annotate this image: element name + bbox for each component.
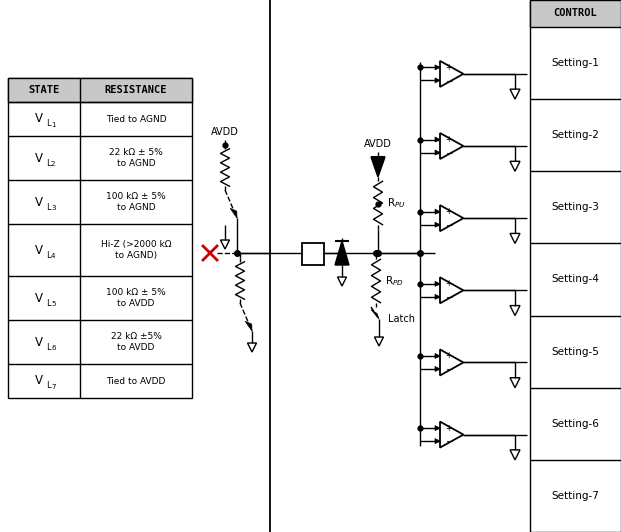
Text: Latch: Latch [388, 314, 415, 324]
Text: L: L [46, 251, 51, 260]
Polygon shape [245, 321, 252, 331]
Polygon shape [435, 353, 440, 359]
Text: Setting-2: Setting-2 [551, 130, 599, 140]
Text: Hi-Z (>2000 kΩ
to AGND): Hi-Z (>2000 kΩ to AGND) [101, 240, 171, 260]
Text: 4: 4 [51, 253, 55, 259]
Polygon shape [230, 209, 237, 218]
Text: 100 kΩ ± 5%
to AVDD: 100 kΩ ± 5% to AVDD [106, 288, 166, 307]
Text: −: − [445, 437, 453, 446]
Polygon shape [435, 209, 440, 214]
Text: 22 kΩ ±5%
to AVDD: 22 kΩ ±5% to AVDD [111, 332, 161, 352]
Text: L: L [46, 159, 51, 168]
Text: V: V [35, 112, 43, 126]
Text: −: − [445, 148, 453, 157]
Polygon shape [371, 310, 379, 319]
Bar [8, 78, 192, 102]
Text: V: V [35, 336, 43, 348]
Text: V: V [35, 375, 43, 387]
Text: −: − [445, 292, 453, 301]
Text: Setting-4: Setting-4 [551, 275, 599, 285]
Text: −: − [445, 364, 453, 373]
Text: L: L [46, 298, 51, 307]
Bar [530, 0, 621, 532]
Polygon shape [435, 222, 440, 227]
Text: +: + [445, 279, 451, 288]
Polygon shape [335, 241, 349, 265]
Text: R$_{PD}$: R$_{PD}$ [385, 274, 404, 288]
Text: Setting-3: Setting-3 [551, 202, 599, 212]
Text: −: − [445, 220, 453, 229]
Text: L: L [46, 120, 51, 129]
Bar [530, 0, 621, 27]
Text: +: + [445, 63, 451, 72]
Text: 3: 3 [51, 205, 55, 211]
Text: Setting-6: Setting-6 [551, 419, 599, 429]
Polygon shape [435, 137, 440, 142]
Text: AVDD: AVDD [364, 139, 392, 149]
Polygon shape [435, 78, 440, 83]
Text: 7: 7 [51, 384, 55, 390]
Polygon shape [435, 367, 440, 371]
Text: L: L [46, 343, 51, 352]
Polygon shape [435, 150, 440, 155]
Text: RESISTANCE: RESISTANCE [105, 85, 167, 95]
Text: V: V [35, 244, 43, 256]
Polygon shape [371, 157, 385, 177]
Text: Setting-5: Setting-5 [551, 347, 599, 356]
Polygon shape [435, 426, 440, 430]
Text: +: + [445, 135, 451, 144]
Text: L: L [46, 381, 51, 390]
Text: STATE: STATE [29, 85, 60, 95]
Text: 1: 1 [51, 122, 55, 128]
Text: Tied to AGND: Tied to AGND [106, 114, 166, 123]
Text: V: V [35, 152, 43, 164]
Text: +: + [445, 207, 451, 216]
Text: 5: 5 [51, 301, 55, 307]
Text: +: + [445, 352, 451, 361]
Polygon shape [435, 281, 440, 286]
Text: AVDD: AVDD [211, 127, 239, 137]
Text: Setting-1: Setting-1 [551, 58, 599, 68]
Text: CONTROL: CONTROL [554, 9, 597, 19]
Text: V: V [35, 292, 43, 304]
Text: 6: 6 [51, 345, 55, 351]
Bar [8, 78, 192, 398]
Text: 22 kΩ ± 5%
to AGND: 22 kΩ ± 5% to AGND [109, 148, 163, 168]
Polygon shape [435, 294, 440, 300]
Text: −: − [445, 76, 453, 85]
Text: Tied to AVDD: Tied to AVDD [106, 377, 166, 386]
Polygon shape [435, 438, 440, 444]
Bar [302, 243, 324, 265]
Text: L: L [46, 203, 51, 212]
Text: R$_{PU}$: R$_{PU}$ [387, 196, 406, 210]
Text: V: V [35, 195, 43, 209]
Text: +: + [445, 423, 451, 433]
Text: 100 kΩ ± 5%
to AGND: 100 kΩ ± 5% to AGND [106, 192, 166, 212]
Polygon shape [435, 65, 440, 70]
Text: Setting-7: Setting-7 [551, 491, 599, 501]
Text: 2: 2 [51, 161, 55, 167]
